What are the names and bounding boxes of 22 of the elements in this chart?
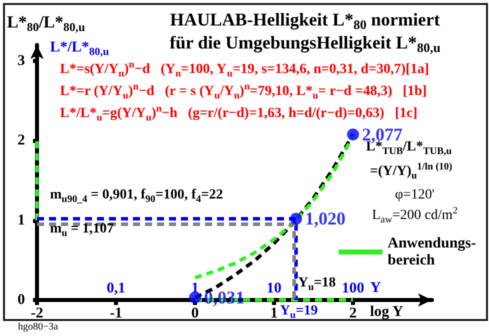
- x-tick-label: -1: [110, 306, 122, 322]
- y-tick-label: 0: [18, 292, 25, 308]
- data-label: 2,077: [362, 124, 402, 144]
- annotation: φ=120': [395, 188, 434, 202]
- y-tick-label: 3: [18, 52, 25, 69]
- x2-axis-title: Y: [370, 280, 382, 296]
- point: [347, 128, 359, 140]
- x-tick-label: 0: [191, 306, 199, 322]
- y-tick-label: 1: [18, 212, 25, 228]
- x2-tick-label: 100: [342, 280, 364, 296]
- x-tick-label: -2: [30, 306, 44, 322]
- text: hgo80−3a: [18, 322, 59, 332]
- x-tick-label: 1: [270, 306, 278, 322]
- y-tick-label: 2: [18, 132, 25, 149]
- x2-tick-label: 0,1: [106, 280, 126, 296]
- x-tick-label: 2: [349, 306, 357, 322]
- x2-tick-label: 10: [266, 280, 282, 296]
- data-label: 1,020: [305, 208, 346, 229]
- x-axis-title: log Y: [370, 304, 404, 320]
- legend-label: Anwendungs-bereich: [388, 236, 476, 268]
- point: [290, 212, 302, 225]
- point: [189, 292, 201, 304]
